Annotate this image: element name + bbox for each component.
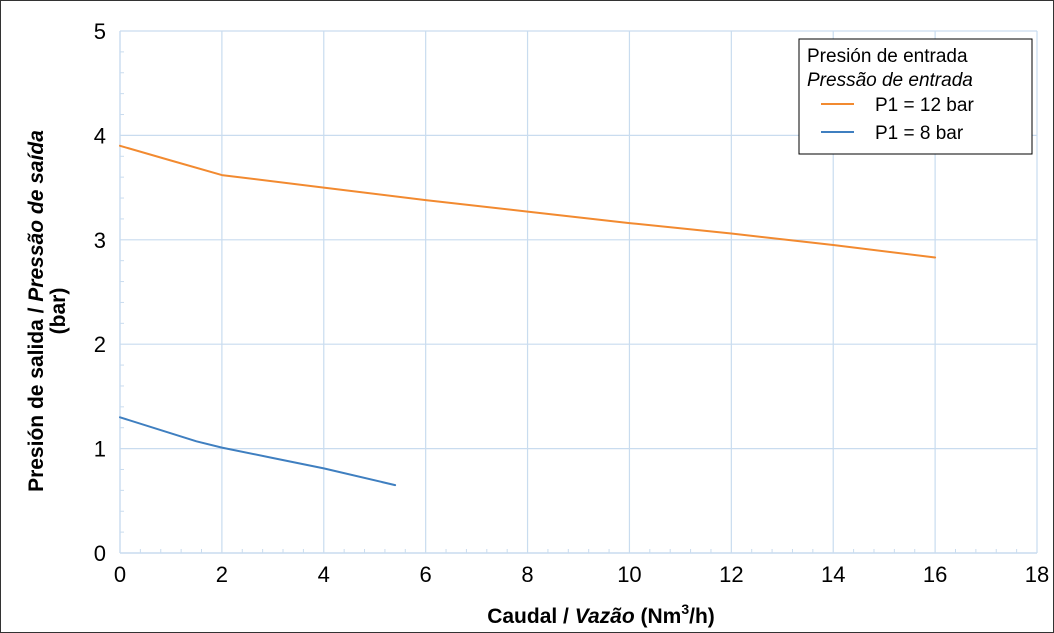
x-tick-label-2: 2 xyxy=(216,562,228,587)
y-tick-label-1: 1 xyxy=(94,437,106,462)
x-tick-label-10: 10 xyxy=(617,562,641,587)
series-group xyxy=(119,144,937,487)
x-tick-label-4: 4 xyxy=(318,562,330,587)
legend-subtitle: Pressão de entrada xyxy=(807,70,973,91)
x-tick-label-8: 8 xyxy=(521,562,533,587)
legend-label-p1-12: P1 = 12 bar xyxy=(875,95,974,116)
x-tick-label-16: 16 xyxy=(923,562,947,587)
series-line-0 xyxy=(119,144,937,259)
y-tick-label-4: 4 xyxy=(94,123,106,148)
x-tick-label-14: 14 xyxy=(821,562,845,587)
legend-title: Presión de entrada xyxy=(807,46,968,67)
legend-box xyxy=(798,38,1033,155)
legend: Presión de entrada Pressão de entrada P1… xyxy=(798,38,1033,155)
series-line-1 xyxy=(119,416,397,487)
y-tick-label-2: 2 xyxy=(94,332,106,357)
x-tick-label-18: 18 xyxy=(1025,562,1049,587)
y-tick-label-5: 5 xyxy=(94,19,106,44)
y-axis-label: Presión de salida / Pressão de saída xyxy=(25,130,48,492)
x-tick-label-12: 12 xyxy=(719,562,743,587)
y-tick-label-3: 3 xyxy=(94,228,106,253)
axes xyxy=(119,31,1037,554)
legend-label-p1-8: P1 = 8 bar xyxy=(875,123,964,144)
x-axis-label: Caudal / Vazão (Nm3/h) xyxy=(487,601,715,628)
x-tick-label-6: 6 xyxy=(420,562,432,587)
y-axis-label-unit: (bar) xyxy=(47,288,70,335)
x-tick-label-0: 0 xyxy=(114,562,126,587)
y-tick-label-0: 0 xyxy=(94,541,106,566)
